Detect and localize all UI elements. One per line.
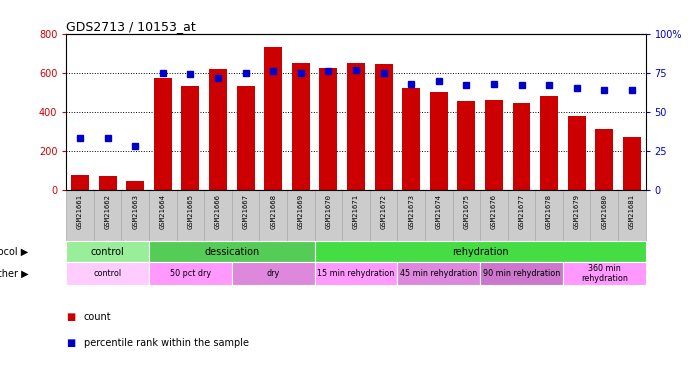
Text: 360 min
rehydration: 360 min rehydration (581, 264, 628, 283)
Text: GSM21670: GSM21670 (325, 194, 332, 229)
Text: percentile rank within the sample: percentile rank within the sample (84, 338, 248, 348)
Bar (149, 190, 177, 241)
Bar (232, 262, 315, 285)
Bar (452, 190, 480, 241)
Bar (618, 190, 646, 241)
Bar (149, 241, 315, 262)
Bar (430, 92, 447, 190)
Text: GSM21681: GSM21681 (629, 194, 635, 229)
Bar (397, 262, 480, 285)
Bar (425, 190, 452, 241)
Text: GSM21662: GSM21662 (105, 194, 111, 229)
Bar (563, 190, 591, 241)
Text: GSM21673: GSM21673 (408, 194, 414, 229)
Text: 15 min rehydration: 15 min rehydration (318, 269, 394, 278)
Text: GSM21665: GSM21665 (188, 194, 193, 229)
Text: GSM21667: GSM21667 (243, 194, 248, 229)
Bar (563, 262, 646, 285)
Bar (181, 87, 200, 190)
Bar (485, 100, 503, 190)
Bar (591, 190, 618, 241)
Bar (567, 116, 586, 190)
Bar (237, 87, 255, 190)
Text: GSM21676: GSM21676 (491, 194, 497, 229)
Bar (540, 96, 558, 190)
Text: GSM21680: GSM21680 (601, 194, 607, 229)
Text: dry: dry (267, 269, 280, 278)
Bar (315, 241, 646, 262)
Text: GSM21675: GSM21675 (463, 194, 469, 229)
Bar (342, 190, 370, 241)
Bar (66, 262, 149, 285)
Bar (375, 64, 392, 190)
Text: GSM21671: GSM21671 (353, 194, 359, 229)
Bar (507, 190, 535, 241)
Bar (260, 190, 287, 241)
Bar (402, 88, 420, 190)
Text: 45 min rehydration: 45 min rehydration (400, 269, 477, 278)
Bar (121, 190, 149, 241)
Bar (265, 47, 282, 190)
Text: GSM21668: GSM21668 (270, 194, 276, 229)
Bar (535, 190, 563, 241)
Bar (66, 241, 149, 262)
Text: 50 pct dry: 50 pct dry (170, 269, 211, 278)
Text: rehydration: rehydration (452, 247, 508, 256)
Bar (315, 190, 342, 241)
Bar (177, 190, 205, 241)
Bar (71, 176, 89, 190)
Bar (209, 69, 227, 190)
Text: ■: ■ (66, 312, 75, 322)
Text: GSM21666: GSM21666 (215, 194, 221, 229)
Bar (205, 190, 232, 241)
Bar (287, 190, 315, 241)
Bar (480, 262, 563, 285)
Bar (66, 190, 94, 241)
Text: GSM21677: GSM21677 (519, 194, 524, 229)
Text: dessication: dessication (205, 247, 260, 256)
Text: GSM21674: GSM21674 (436, 194, 442, 229)
Bar (149, 262, 232, 285)
Bar (320, 68, 337, 190)
Bar (154, 78, 172, 190)
Text: other ▶: other ▶ (0, 268, 29, 279)
Text: protocol ▶: protocol ▶ (0, 247, 29, 256)
Text: ■: ■ (66, 338, 75, 348)
Bar (595, 129, 614, 190)
Bar (623, 137, 641, 190)
Bar (315, 262, 397, 285)
Text: GSM21663: GSM21663 (133, 194, 138, 229)
Bar (370, 190, 397, 241)
Bar (397, 190, 425, 241)
Bar (480, 190, 507, 241)
Text: GSM21661: GSM21661 (77, 194, 83, 229)
Bar (126, 181, 144, 190)
Text: GSM21678: GSM21678 (546, 194, 552, 229)
Text: count: count (84, 312, 112, 322)
Bar (292, 63, 310, 190)
Text: 90 min rehydration: 90 min rehydration (483, 269, 560, 278)
Text: GSM21679: GSM21679 (574, 194, 579, 229)
Bar (94, 190, 121, 241)
Text: control: control (91, 247, 124, 256)
Text: control: control (94, 269, 121, 278)
Bar (512, 103, 530, 190)
Text: GSM21664: GSM21664 (160, 194, 166, 229)
Text: GDS2713 / 10153_at: GDS2713 / 10153_at (66, 20, 196, 33)
Text: GSM21672: GSM21672 (380, 194, 387, 229)
Bar (347, 63, 365, 190)
Bar (457, 101, 475, 190)
Bar (98, 176, 117, 190)
Bar (232, 190, 260, 241)
Text: GSM21669: GSM21669 (298, 194, 304, 229)
